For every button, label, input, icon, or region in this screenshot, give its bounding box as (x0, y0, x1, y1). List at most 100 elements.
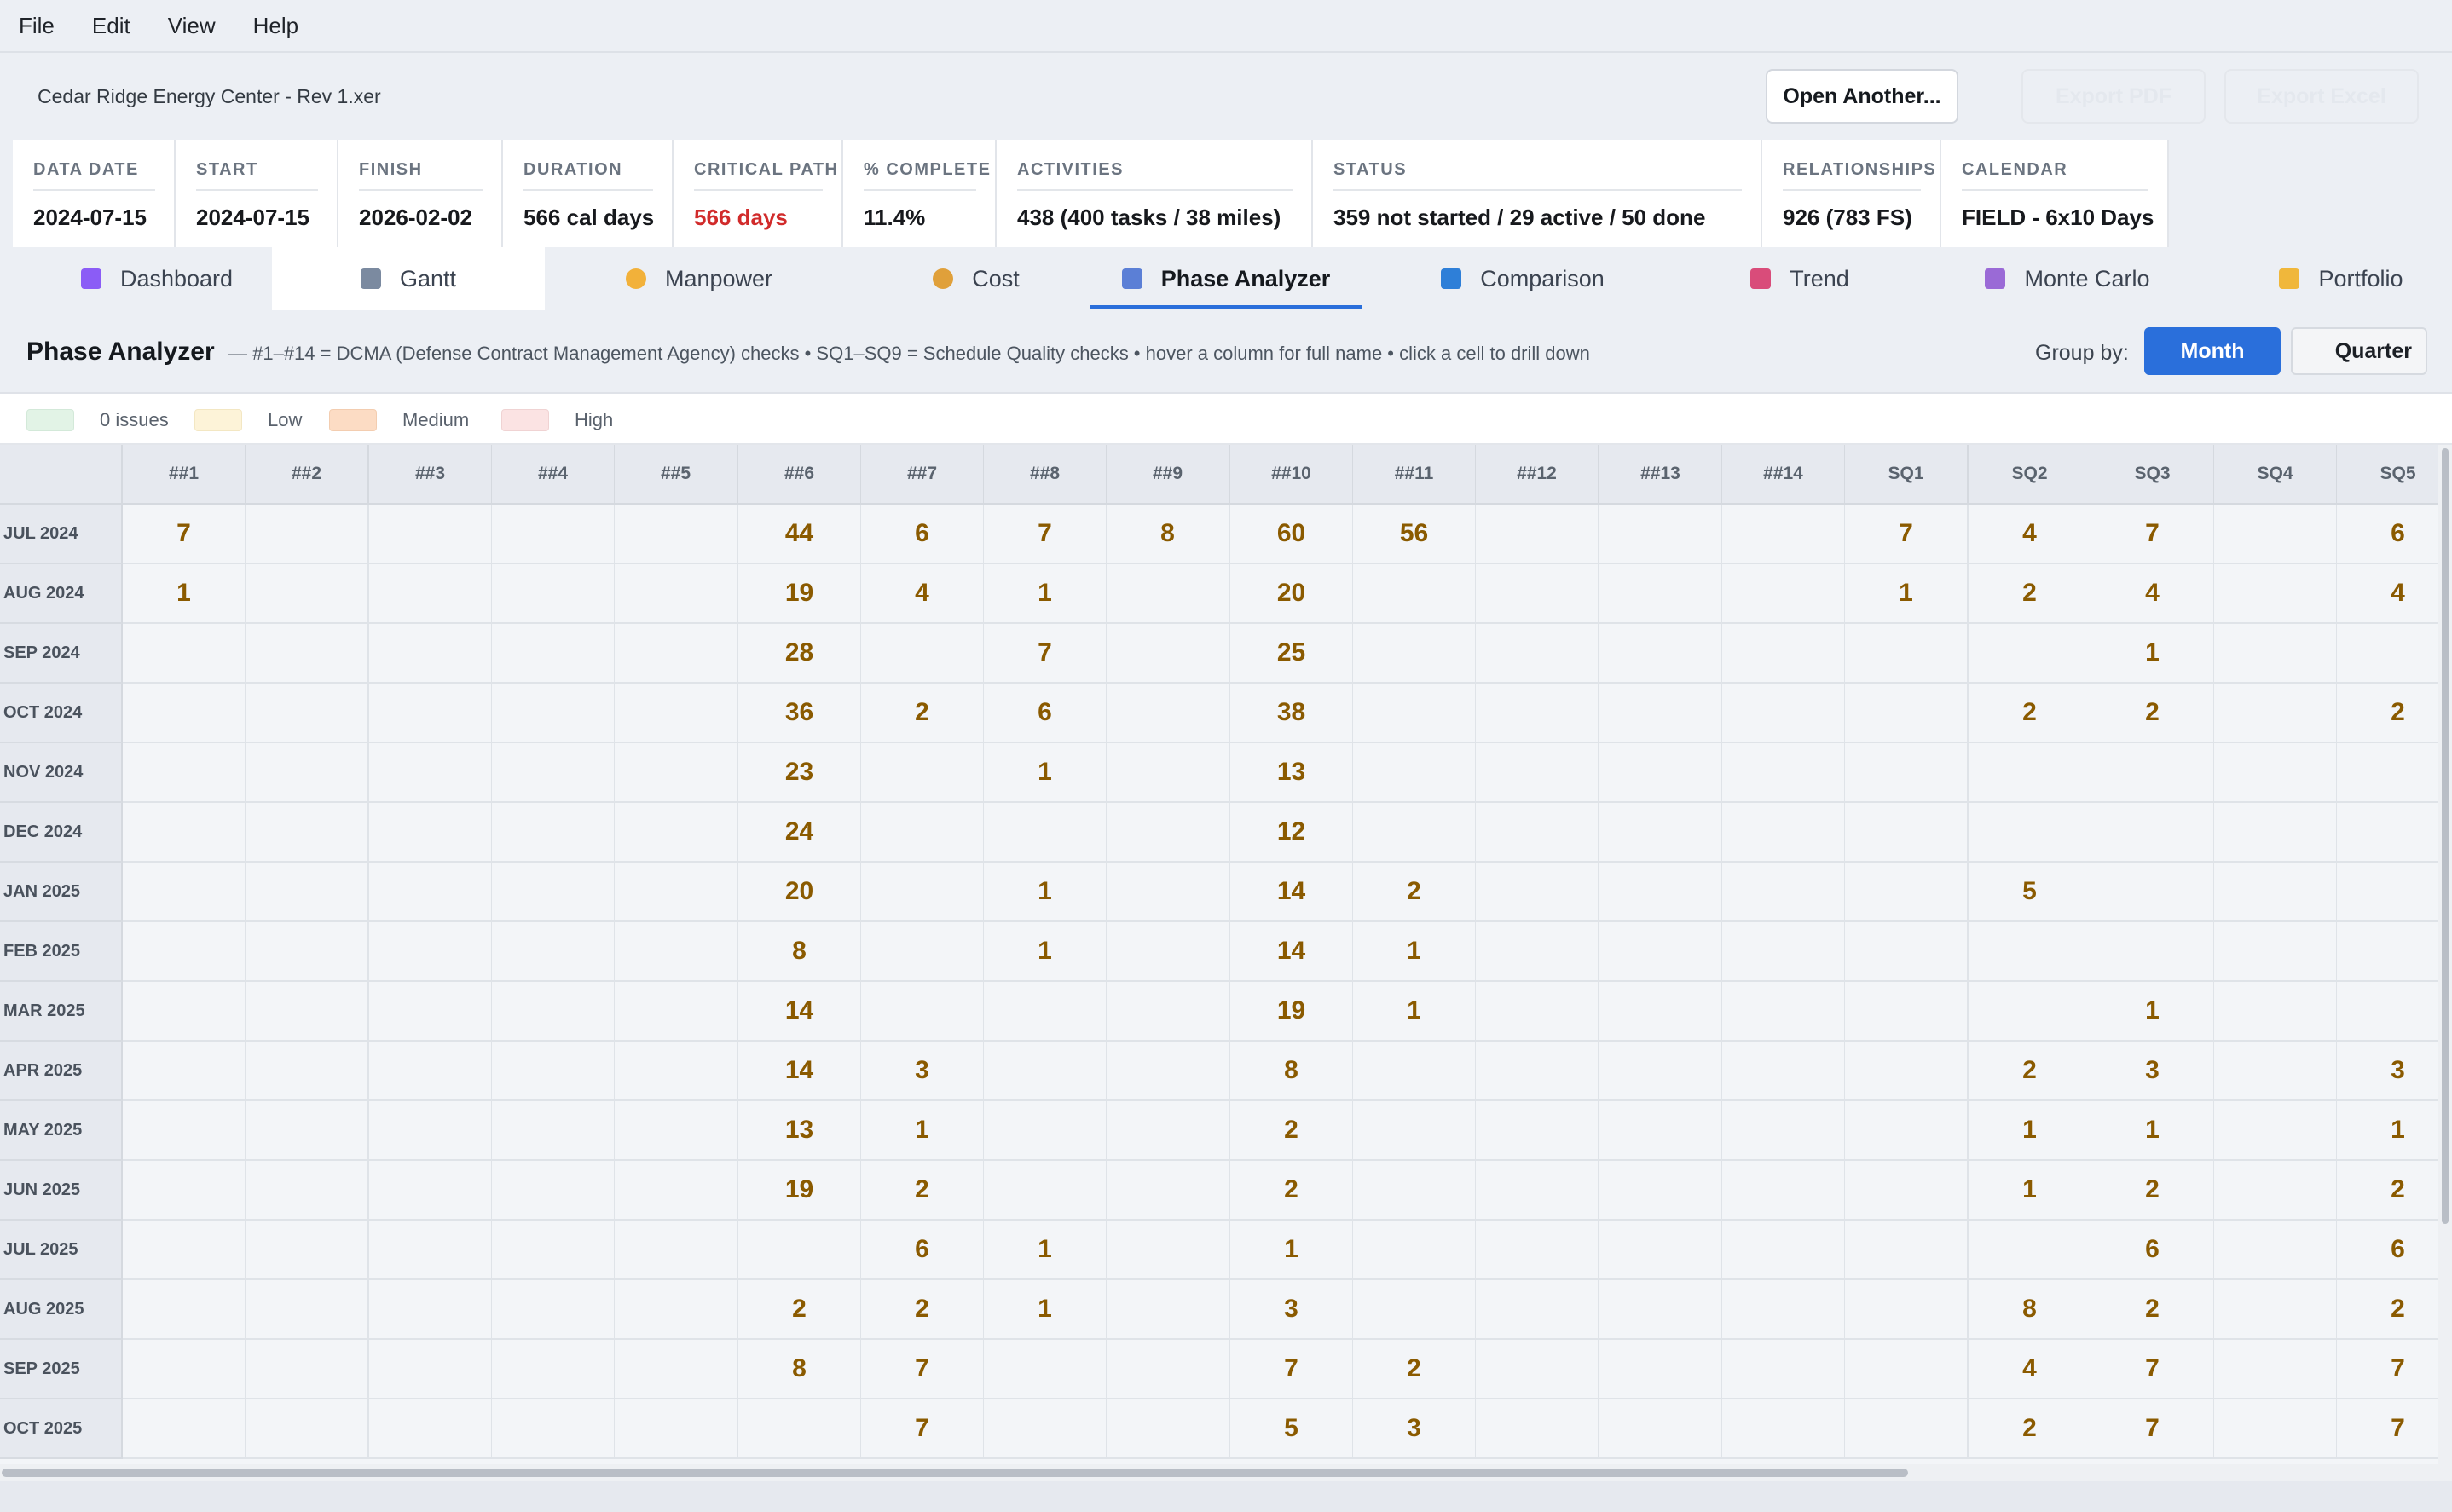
grid-cell[interactable] (1845, 1340, 1969, 1399)
grid-cell[interactable] (492, 1101, 616, 1161)
grid-cell[interactable] (1722, 505, 1846, 564)
grid-cell[interactable] (2337, 863, 2438, 922)
grid-cell[interactable] (1476, 1280, 1599, 1340)
grid-cell[interactable] (1107, 1161, 1230, 1221)
grid-cell[interactable] (369, 624, 493, 684)
grid-cell[interactable] (369, 922, 493, 982)
tab-gantt[interactable]: Gantt (272, 247, 545, 310)
grid-cell[interactable]: 2 (1353, 863, 1477, 922)
grid-cell[interactable] (615, 922, 738, 982)
grid-cell[interactable] (492, 564, 616, 624)
grid-cell[interactable]: 1 (984, 1280, 1107, 1340)
horizontal-scrollbar[interactable] (0, 1464, 2452, 1481)
grid-cell[interactable] (1107, 1340, 1230, 1399)
grid-cell[interactable] (123, 1042, 246, 1101)
grid-cell[interactable]: 2 (2337, 1280, 2438, 1340)
menu-help[interactable]: Help (252, 12, 299, 38)
grid-cell[interactable] (1476, 982, 1599, 1042)
grid-cell[interactable] (1107, 624, 1230, 684)
grid-cell[interactable]: 2 (2091, 684, 2215, 743)
grid-cell[interactable] (246, 922, 369, 982)
grid-cell[interactable]: 5 (1230, 1399, 1354, 1459)
grid-cell[interactable] (1476, 1042, 1599, 1101)
grid-cell[interactable] (1599, 564, 1723, 624)
grid-cell[interactable] (1476, 1101, 1599, 1161)
tab-trend[interactable]: Trend (1663, 247, 1936, 310)
grid-cell[interactable] (615, 564, 738, 624)
grid-cell[interactable] (246, 803, 369, 863)
grid-cell[interactable] (369, 1042, 493, 1101)
grid-cell[interactable] (2214, 1340, 2338, 1399)
grid-cell[interactable]: 7 (984, 624, 1107, 684)
grid-cell[interactable] (1845, 803, 1969, 863)
grid-cell[interactable] (369, 684, 493, 743)
grid-cell[interactable] (246, 505, 369, 564)
grid-cell[interactable]: 7 (123, 505, 246, 564)
grid-cell[interactable] (2091, 803, 2215, 863)
column-header[interactable]: ##13 (1599, 445, 1723, 505)
grid-cell[interactable]: 60 (1230, 505, 1354, 564)
grid-cell[interactable]: 2 (861, 684, 985, 743)
column-header[interactable]: SQ4 (2214, 445, 2338, 505)
grid-cell[interactable] (1845, 863, 1969, 922)
grid-cell[interactable] (2214, 803, 2338, 863)
grid-cell[interactable] (246, 684, 369, 743)
grid-cell[interactable] (246, 1161, 369, 1221)
grid-cell[interactable]: 8 (1230, 1042, 1354, 1101)
grid-cell[interactable] (1599, 803, 1723, 863)
grid-cell[interactable] (2337, 743, 2438, 803)
grid-cell[interactable] (2214, 743, 2338, 803)
grid-cell[interactable] (369, 1221, 493, 1280)
grid-cell[interactable]: 4 (1969, 505, 2092, 564)
grid-cell[interactable] (1107, 982, 1230, 1042)
grid-cell[interactable] (984, 803, 1107, 863)
grid-cell[interactable]: 8 (1969, 1280, 2092, 1340)
grid-cell[interactable] (2091, 863, 2215, 922)
grid-cell[interactable] (1476, 1340, 1599, 1399)
grid-cell[interactable]: 20 (1230, 564, 1354, 624)
grid-cell[interactable]: 2 (1969, 564, 2092, 624)
grid-cell[interactable] (246, 1101, 369, 1161)
grid-cell[interactable]: 1 (984, 743, 1107, 803)
grid-cell[interactable] (1353, 624, 1477, 684)
grid-cell[interactable]: 4 (1969, 1340, 2092, 1399)
column-header[interactable]: ##12 (1476, 445, 1599, 505)
grid-cell[interactable] (492, 1399, 616, 1459)
grid-cell[interactable] (123, 1221, 246, 1280)
grid-cell[interactable] (1969, 743, 2092, 803)
column-header[interactable]: ##8 (984, 445, 1107, 505)
grid-cell[interactable]: 2 (1230, 1161, 1354, 1221)
grid-cell[interactable] (492, 624, 616, 684)
grid-cell[interactable] (369, 1280, 493, 1340)
grid-cell[interactable] (123, 1399, 246, 1459)
grid-cell[interactable]: 36 (738, 684, 862, 743)
grid-cell[interactable] (1845, 624, 1969, 684)
grid-cell[interactable] (1476, 505, 1599, 564)
grid-cell[interactable] (246, 1221, 369, 1280)
grid-cell[interactable] (1722, 684, 1846, 743)
grid-cell[interactable] (2337, 982, 2438, 1042)
grid-cell[interactable]: 19 (1230, 982, 1354, 1042)
grid-cell[interactable]: 4 (2091, 564, 2215, 624)
grid-cell[interactable] (615, 1161, 738, 1221)
grid-cell[interactable] (492, 1280, 616, 1340)
grid-cell[interactable] (1107, 1042, 1230, 1101)
grid-cell[interactable] (1476, 803, 1599, 863)
grid-cell[interactable]: 7 (861, 1399, 985, 1459)
grid-cell[interactable] (1599, 1101, 1723, 1161)
grid-cell[interactable] (369, 564, 493, 624)
grid-cell[interactable] (123, 922, 246, 982)
grid-cell[interactable] (861, 743, 985, 803)
grid-cell[interactable] (1969, 982, 2092, 1042)
grid-cell[interactable]: 1 (2091, 624, 2215, 684)
column-header[interactable]: ##10 (1230, 445, 1354, 505)
grid-cell[interactable] (2337, 922, 2438, 982)
grid-cell[interactable] (123, 982, 246, 1042)
grid-cell[interactable] (615, 684, 738, 743)
grid-cell[interactable]: 3 (861, 1042, 985, 1101)
grid-cell[interactable]: 2 (1969, 1042, 2092, 1101)
grid-cell[interactable] (369, 982, 493, 1042)
grid-cell[interactable] (1845, 1399, 1969, 1459)
grid-cell[interactable] (1599, 1280, 1723, 1340)
grid-cell[interactable]: 7 (2091, 1399, 2215, 1459)
